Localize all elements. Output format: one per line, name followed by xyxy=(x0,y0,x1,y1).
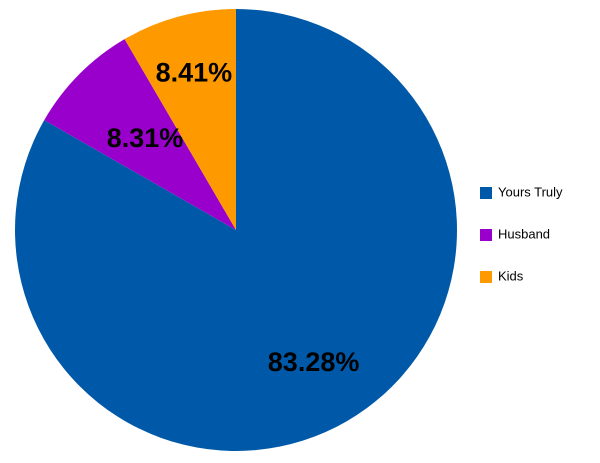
legend-label-husband: Husband xyxy=(498,226,550,241)
pie-slice-kids xyxy=(124,9,236,230)
legend-swatch-kids xyxy=(480,271,492,283)
pie-slice-yours-truly xyxy=(14,9,458,452)
slice-label-yours-truly: 83.28% xyxy=(268,347,360,377)
slice-label-husband: 8.31% xyxy=(107,123,184,153)
legend-swatch-yours-truly xyxy=(480,187,492,199)
legend-label-kids: Kids xyxy=(498,268,524,283)
legend-label-yours-truly: Yours Truly xyxy=(498,184,563,199)
slice-label-kids: 8.41% xyxy=(156,57,233,87)
legend: Yours Truly Husband Kids xyxy=(480,184,563,283)
slices-group xyxy=(14,9,458,452)
slice-labels-group: 83.28% 8.31% 8.41% xyxy=(107,57,360,377)
pie-slice-husband xyxy=(44,39,237,230)
legend-swatch-husband xyxy=(480,229,492,241)
